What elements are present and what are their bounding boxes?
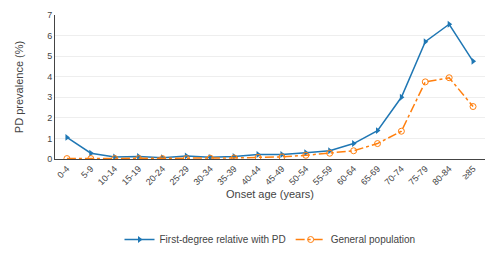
svg-text:35-39: 35-39 xyxy=(215,164,238,187)
svg-text:≥85: ≥85 xyxy=(460,164,478,182)
svg-text:50-54: 50-54 xyxy=(287,164,310,187)
svg-text:30-34: 30-34 xyxy=(192,164,215,187)
svg-text:0: 0 xyxy=(47,154,52,164)
svg-text:1: 1 xyxy=(47,134,52,144)
svg-text:Onset age (years): Onset age (years) xyxy=(226,188,314,200)
svg-text:7: 7 xyxy=(47,10,52,20)
svg-text:40-44: 40-44 xyxy=(239,164,262,187)
svg-text:20-24: 20-24 xyxy=(144,164,167,187)
svg-text:General population: General population xyxy=(331,234,416,245)
svg-text:15-19: 15-19 xyxy=(120,164,143,187)
svg-text:80-84: 80-84 xyxy=(430,164,453,187)
svg-text:3: 3 xyxy=(47,92,52,102)
svg-text:0-4: 0-4 xyxy=(55,164,71,180)
svg-text:10-14: 10-14 xyxy=(96,164,119,187)
svg-text:PD prevalence (%): PD prevalence (%) xyxy=(13,41,25,133)
svg-text:55-59: 55-59 xyxy=(311,164,334,187)
svg-text:4: 4 xyxy=(47,72,52,82)
svg-text:5-9: 5-9 xyxy=(79,164,95,180)
svg-text:75-79: 75-79 xyxy=(407,164,430,187)
svg-text:25-29: 25-29 xyxy=(168,164,191,187)
svg-text:70-74: 70-74 xyxy=(383,164,406,187)
svg-text:60-64: 60-64 xyxy=(335,164,358,187)
svg-text:65-69: 65-69 xyxy=(359,164,382,187)
svg-text:45-49: 45-49 xyxy=(263,164,286,187)
svg-text:6: 6 xyxy=(47,31,52,41)
svg-text:2: 2 xyxy=(47,113,52,123)
svg-text:5: 5 xyxy=(47,51,52,61)
svg-text:First-degree relative with PD: First-degree relative with PD xyxy=(160,234,286,245)
